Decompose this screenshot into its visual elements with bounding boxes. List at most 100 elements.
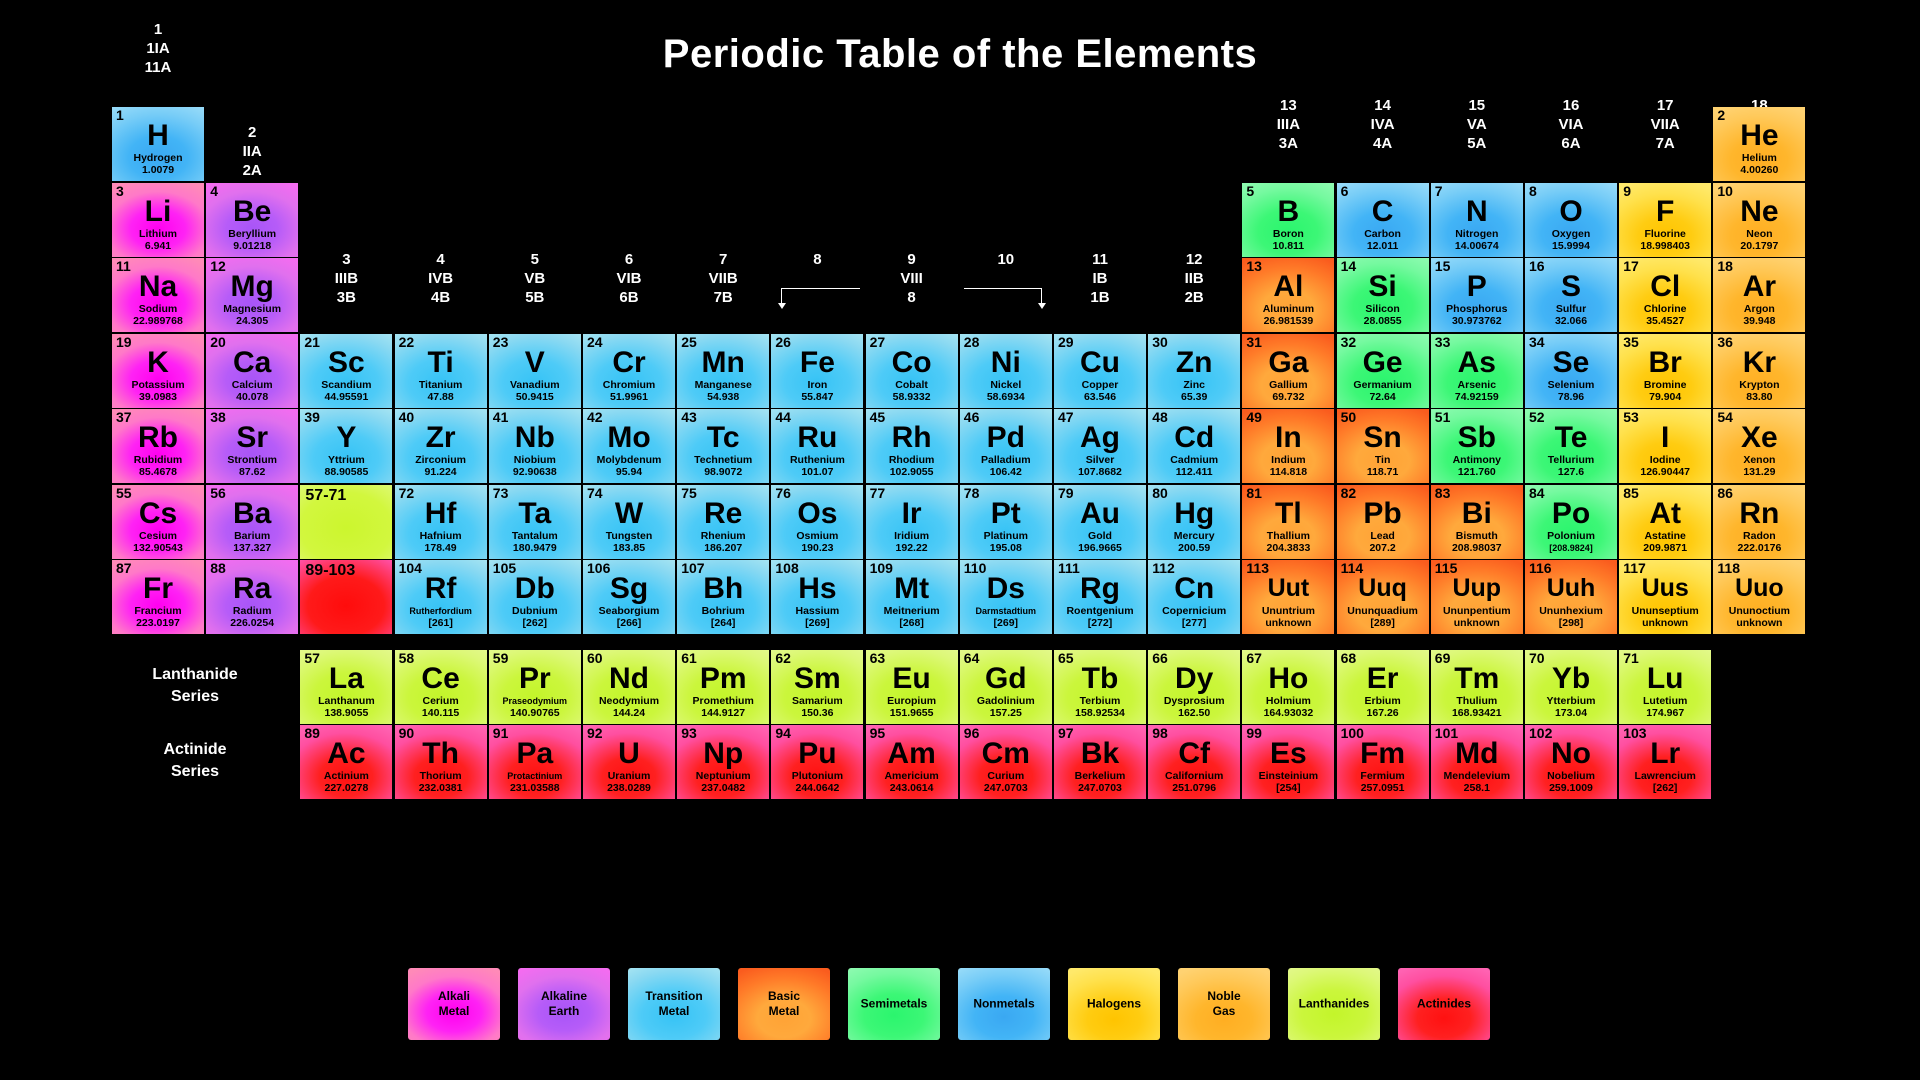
element-cell-uuq[interactable]: 114 Uuq Ununquadium [289] [1336,560,1429,634]
element-cell-db[interactable]: 105 Db Dubnium [262] [488,560,581,634]
element-cell-am[interactable]: 95 Am Americium 243.0614 [865,725,958,799]
element-cell-uup[interactable]: 115 Uup Ununpentium unknown [1430,560,1523,634]
element-cell-mo[interactable]: 42 Mo Molybdenum 95.94 [583,409,675,483]
element-cell-ra[interactable]: 88 Ra Radium 226.0254 [206,560,299,634]
element-cell-yb[interactable]: 70 Yb Ytterbium 173.04 [1525,650,1617,724]
legend-swatch-transition[interactable]: Transition Metal [628,968,720,1040]
element-cell-xe[interactable]: 54 Xe Xenon 131.29 [1713,409,1806,483]
element-cell-k[interactable]: 19 K Potassium 39.0983 [112,334,204,408]
element-cell-s[interactable]: 16 S Sulfur 32.066 [1525,258,1617,332]
element-cell-zr[interactable]: 40 Zr Zirconium 91.224 [394,409,487,483]
element-cell-pa[interactable]: 91 Pa Protactinium 231.03588 [488,725,581,799]
element-cell-fr[interactable]: 87 Fr Francium 223.0197 [112,560,204,634]
element-cell-sc[interactable]: 21 Sc Scandium 44.95591 [300,334,393,408]
element-cell-cn[interactable]: 112 Cn Copernicium [277] [1148,560,1241,634]
element-cell-ca[interactable]: 20 Ca Calcium 40.078 [206,334,299,408]
element-cell-pr[interactable]: 59 Pr Praseodymium 140.90765 [488,650,581,724]
element-cell-bk[interactable]: 97 Bk Berkelium 247.0703 [1054,725,1146,799]
element-cell-np[interactable]: 93 Np Neptunium 237.0482 [677,725,770,799]
element-cell-ni[interactable]: 28 Ni Nickel 58.6934 [959,334,1052,408]
series-range-cell-57-71[interactable]: 57-71 [300,485,393,559]
element-cell-te[interactable]: 52 Te Tellurium 127.6 [1525,409,1617,483]
legend-swatch-halogen[interactable]: Halogens [1068,968,1160,1040]
element-cell-se[interactable]: 34 Se Selenium 78.96 [1525,334,1617,408]
element-cell-os[interactable]: 76 Os Osmium 190.23 [771,485,864,559]
element-cell-kr[interactable]: 36 Kr Krypton 83.80 [1713,334,1806,408]
element-cell-bh[interactable]: 107 Bh Bohrium [264] [677,560,770,634]
element-cell-ne[interactable]: 10 Ne Neon 20.1797 [1713,183,1806,257]
element-cell-dy[interactable]: 66 Dy Dysprosium 162.50 [1148,650,1241,724]
element-cell-la[interactable]: 57 La Lanthanum 138.9055 [300,650,393,724]
element-cell-sm[interactable]: 62 Sm Samarium 150.36 [771,650,864,724]
element-cell-w[interactable]: 74 W Tungsten 183.85 [583,485,675,559]
element-cell-fe[interactable]: 26 Fe Iron 55.847 [771,334,864,408]
element-cell-eu[interactable]: 63 Eu Europium 151.9655 [865,650,958,724]
element-cell-er[interactable]: 68 Er Erbium 167.26 [1336,650,1429,724]
element-cell-pm[interactable]: 61 Pm Promethium 144.9127 [677,650,770,724]
element-cell-in[interactable]: 49 In Indium 114.818 [1242,409,1335,483]
element-cell-rn[interactable]: 86 Rn Radon 222.0176 [1713,485,1806,559]
legend-swatch-semimetal[interactable]: Semimetals [848,968,940,1040]
element-cell-ru[interactable]: 44 Ru Ruthenium 101.07 [771,409,864,483]
element-cell-re[interactable]: 75 Re Rhenium 186.207 [677,485,770,559]
element-cell-sn[interactable]: 50 Sn Tin 118.71 [1336,409,1429,483]
element-cell-cs[interactable]: 55 Cs Cesium 132.90543 [112,485,204,559]
element-cell-si[interactable]: 14 Si Silicon 28.0855 [1336,258,1429,332]
element-cell-br[interactable]: 35 Br Bromine 79.904 [1619,334,1712,408]
element-cell-c[interactable]: 6 C Carbon 12.011 [1336,183,1429,257]
element-cell-h[interactable]: 1 H Hydrogen 1.0079 [112,107,204,181]
element-cell-lr[interactable]: 103 Lr Lawrencium [262] [1619,725,1712,799]
element-cell-pd[interactable]: 46 Pd Palladium 106.42 [959,409,1052,483]
element-cell-sb[interactable]: 51 Sb Antimony 121.760 [1430,409,1523,483]
element-cell-th[interactable]: 90 Th Thorium 232.0381 [394,725,487,799]
element-cell-cl[interactable]: 17 Cl Chlorine 35.4527 [1619,258,1712,332]
legend-swatch-basic[interactable]: Basic Metal [738,968,830,1040]
element-cell-as[interactable]: 33 As Arsenic 74.92159 [1430,334,1523,408]
element-cell-na[interactable]: 11 Na Sodium 22.989768 [112,258,204,332]
element-cell-sg[interactable]: 106 Sg Seaborgium [266] [583,560,675,634]
element-cell-be[interactable]: 4 Be Beryllium 9.01218 [206,183,299,257]
element-cell-rh[interactable]: 45 Rh Rhodium 102.9055 [865,409,958,483]
element-cell-hg[interactable]: 80 Hg Mercury 200.59 [1148,485,1241,559]
element-cell-cu[interactable]: 29 Cu Copper 63.546 [1054,334,1146,408]
element-cell-rf[interactable]: 104 Rf Rutherfordium [261] [394,560,487,634]
element-cell-nd[interactable]: 60 Nd Neodymium 144.24 [583,650,675,724]
element-cell-ds[interactable]: 110 Ds Darmstadtium [269] [959,560,1052,634]
element-cell-uut[interactable]: 113 Uut Ununtrium unknown [1242,560,1335,634]
series-range-cell-89-103[interactable]: 89-103 [300,560,393,634]
element-cell-mn[interactable]: 25 Mn Manganese 54.938 [677,334,770,408]
element-cell-n[interactable]: 7 N Nitrogen 14.00674 [1430,183,1523,257]
element-cell-mg[interactable]: 12 Mg Magnesium 24.305 [206,258,299,332]
element-cell-md[interactable]: 101 Md Mendelevium 258.1 [1430,725,1523,799]
legend-swatch-noble[interactable]: Noble Gas [1178,968,1270,1040]
element-cell-o[interactable]: 8 O Oxygen 15.9994 [1525,183,1617,257]
element-cell-ge[interactable]: 32 Ge Germanium 72.64 [1336,334,1429,408]
element-cell-lu[interactable]: 71 Lu Lutetium 174.967 [1619,650,1712,724]
element-cell-rg[interactable]: 111 Rg Roentgenium [272] [1054,560,1146,634]
element-cell-v[interactable]: 23 V Vanadium 50.9415 [488,334,581,408]
element-cell-hf[interactable]: 72 Hf Hafnium 178.49 [394,485,487,559]
element-cell-rb[interactable]: 37 Rb Rubidium 85.4678 [112,409,204,483]
element-cell-at[interactable]: 85 At Astatine 209.9871 [1619,485,1712,559]
element-cell-ar[interactable]: 18 Ar Argon 39.948 [1713,258,1806,332]
element-cell-cr[interactable]: 24 Cr Chromium 51.9961 [583,334,675,408]
element-cell-ga[interactable]: 31 Ga Gallium 69.732 [1242,334,1335,408]
element-cell-tc[interactable]: 43 Tc Technetium 98.9072 [677,409,770,483]
element-cell-tl[interactable]: 81 Tl Thallium 204.3833 [1242,485,1335,559]
element-cell-ce[interactable]: 58 Ce Cerium 140.115 [394,650,487,724]
element-cell-sr[interactable]: 38 Sr Strontium 87.62 [206,409,299,483]
legend-swatch-alkali[interactable]: Alkali Metal [408,968,500,1040]
legend-swatch-actinide[interactable]: Actinides [1398,968,1490,1040]
element-cell-ba[interactable]: 56 Ba Barium 137.327 [206,485,299,559]
element-cell-f[interactable]: 9 F Fluorine 18.998403 [1619,183,1712,257]
element-cell-li[interactable]: 3 Li Lithium 6.941 [112,183,204,257]
element-cell-cd[interactable]: 48 Cd Cadmium 112.411 [1148,409,1241,483]
element-cell-pu[interactable]: 94 Pu Plutonium 244.0642 [771,725,864,799]
element-cell-no[interactable]: 102 No Nobelium 259.1009 [1525,725,1617,799]
element-cell-gd[interactable]: 64 Gd Gadolinium 157.25 [959,650,1052,724]
element-cell-u[interactable]: 92 U Uranium 238.0289 [583,725,675,799]
element-cell-pb[interactable]: 82 Pb Lead 207.2 [1336,485,1429,559]
element-cell-fm[interactable]: 100 Fm Fermium 257.0951 [1336,725,1429,799]
element-cell-es[interactable]: 99 Es Einsteinium [254] [1242,725,1335,799]
element-cell-p[interactable]: 15 P Phosphorus 30.973762 [1430,258,1523,332]
